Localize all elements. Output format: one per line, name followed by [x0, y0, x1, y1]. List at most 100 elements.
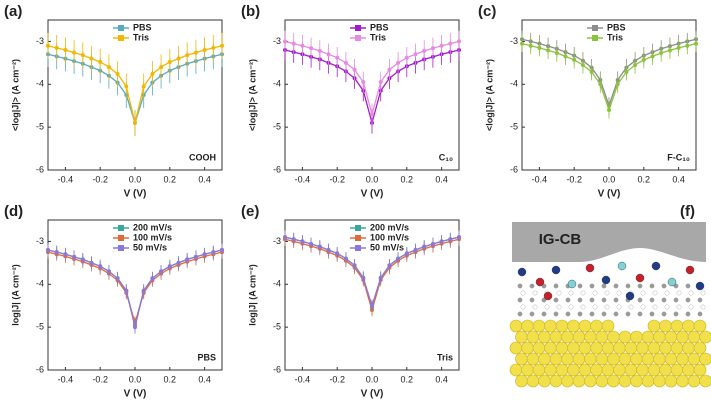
gold-atom: [641, 330, 655, 344]
marker: [448, 41, 453, 46]
gold-atom: [544, 319, 557, 333]
marker: [326, 52, 331, 57]
gold-atom: [607, 374, 620, 388]
y-tick-label: -6: [273, 164, 281, 174]
marker: [317, 48, 322, 53]
chain-atom: [685, 311, 691, 317]
chain-atom: [517, 283, 523, 289]
gold-atom: [653, 374, 666, 388]
marker: [430, 242, 435, 246]
gold-atom: [607, 330, 620, 344]
chain-atom: [517, 311, 523, 317]
gold-atom: [590, 319, 603, 333]
marker: [80, 53, 85, 58]
gold-atom: [584, 330, 597, 344]
marker: [309, 242, 314, 246]
marker: [370, 303, 374, 308]
y-tick-label: -5: [273, 122, 281, 132]
chain-atom: [700, 290, 706, 296]
marker: [106, 65, 111, 70]
gold-atom: [515, 352, 528, 366]
y-axis-label: log|J| (A cm⁻²): [10, 264, 20, 325]
chain-atom: [613, 283, 619, 289]
x-tick-label: 0.4: [435, 374, 448, 384]
gold-atom: [567, 363, 580, 377]
gold-atom: [509, 363, 523, 377]
gold-atom: [601, 363, 615, 377]
chain-atom: [589, 283, 595, 289]
marker: [387, 67, 392, 72]
x-tick-label: -0.2: [329, 374, 345, 384]
ion: [551, 265, 561, 275]
gold-atom: [630, 352, 643, 366]
gold-atom: [532, 363, 546, 377]
panel-label: (f): [680, 203, 695, 220]
gold-atom: [595, 352, 609, 366]
x-tick-label: -0.4: [58, 374, 74, 384]
marker: [457, 235, 461, 240]
x-tick-label: 0.0: [603, 174, 616, 184]
marker: [220, 248, 224, 252]
marker: [124, 288, 129, 293]
chain-atom: [676, 290, 682, 296]
gold-atom: [544, 363, 557, 377]
gold-atom: [687, 352, 701, 366]
chain-atom: [580, 290, 586, 296]
legend-label: 50 mV/s: [370, 242, 404, 252]
chain-atom: [517, 297, 523, 303]
gold-atom: [526, 352, 540, 366]
gold-atom: [682, 363, 695, 377]
gold-atom: [699, 374, 711, 388]
chain-atom: [664, 304, 670, 310]
marker: [211, 45, 216, 50]
gold-atom: [636, 363, 649, 377]
marker: [448, 237, 453, 242]
panel-label: (c): [478, 3, 496, 20]
marker: [361, 80, 366, 85]
chain-atom: [625, 283, 631, 289]
chain-atom: [625, 311, 631, 317]
chain-atom: [592, 304, 598, 310]
chain-atom: [529, 311, 535, 317]
marker: [667, 48, 672, 53]
gold-atom: [670, 341, 684, 355]
chain-atom: [673, 311, 679, 317]
chain-atom: [520, 304, 526, 310]
marker: [115, 72, 120, 76]
electrode-label: IG-CB: [539, 231, 582, 248]
legend-marker: [592, 25, 598, 31]
marker: [80, 257, 85, 262]
marker: [159, 269, 164, 274]
marker: [396, 256, 401, 261]
y-axis-label: <log|J|> (A cm⁻²): [10, 59, 20, 131]
chain-atom: [637, 283, 643, 289]
gold-atom: [618, 374, 632, 388]
marker: [54, 45, 59, 50]
chain-atom: [520, 290, 526, 296]
panel-label: (d): [4, 203, 23, 220]
gold-atom: [676, 330, 689, 344]
marker: [211, 250, 216, 255]
marker: [193, 50, 198, 55]
gold-atom: [549, 374, 563, 388]
marker: [659, 51, 664, 55]
legend-label: Tris: [607, 32, 623, 42]
marker: [528, 43, 533, 48]
marker: [300, 239, 305, 244]
gold-atom: [682, 341, 695, 355]
y-tick-label: -3: [36, 236, 44, 246]
marker: [580, 63, 585, 67]
chain-atom: [553, 283, 559, 289]
chain-atom: [556, 290, 562, 296]
legend-label: 200 mV/s: [370, 222, 409, 232]
marker: [352, 67, 357, 72]
ion: [517, 267, 527, 277]
ion: [617, 261, 627, 271]
chain-atom: [565, 297, 571, 303]
gold-atom: [549, 352, 563, 366]
gold-atom: [561, 330, 574, 344]
y-tick-label: -6: [273, 364, 281, 374]
annotation: Tris: [437, 352, 453, 362]
y-axis-label: log|J| (A cm⁻²): [247, 264, 257, 325]
